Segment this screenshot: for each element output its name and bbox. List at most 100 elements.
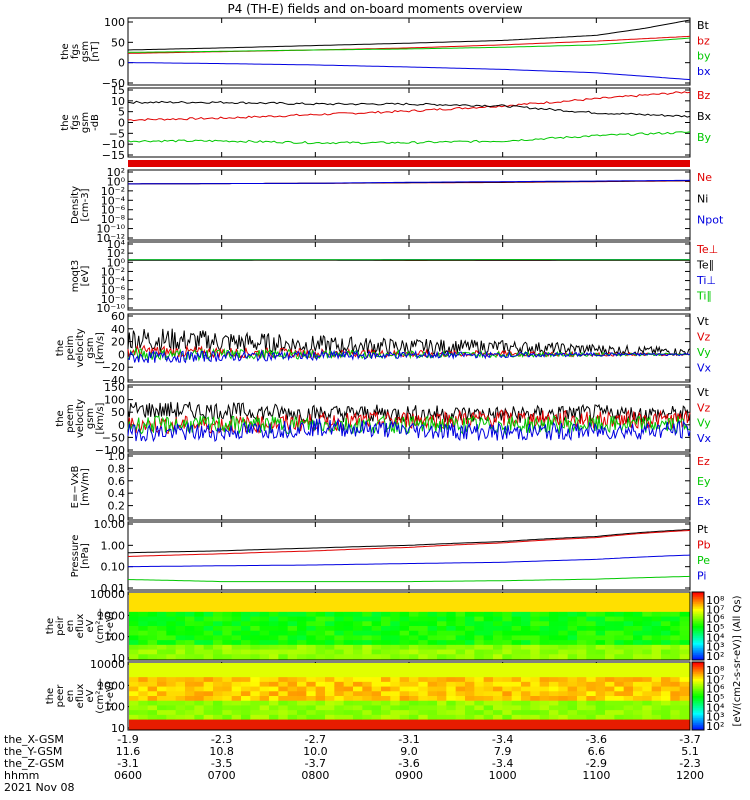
spectrogram-cell	[530, 710, 541, 716]
spectrogram-cell	[129, 654, 139, 660]
spectrogram-cell	[157, 677, 167, 683]
spectrogram-cell	[567, 677, 578, 683]
spectrogram-cell	[166, 626, 177, 632]
spectrogram-cell	[418, 644, 429, 651]
spectrogram-cell	[315, 724, 326, 730]
spectrogram-cell	[511, 602, 522, 608]
footer-value: -2.9	[586, 757, 607, 770]
colorbar-frame	[691, 661, 705, 731]
spectrogram-cell	[147, 719, 158, 725]
legend-Te⊥: Te⊥	[696, 243, 718, 256]
spectrogram-cell	[185, 691, 195, 697]
spectrogram-cell	[371, 597, 382, 603]
spectrogram-cell	[483, 714, 494, 721]
spectrogram-cell	[371, 714, 382, 721]
ytick-label: −50	[102, 431, 125, 444]
spectrogram-cell	[343, 691, 354, 697]
spectrogram-cell	[539, 597, 550, 603]
spectrogram-cell	[166, 611, 177, 618]
footer-value: 0600	[114, 769, 142, 782]
spectrogram-cell	[409, 640, 419, 646]
spectrogram-cell	[670, 654, 681, 660]
spectrogram-cell	[493, 640, 503, 646]
spectrogram-cell	[530, 714, 541, 721]
spectrogram-cell	[213, 644, 223, 651]
spectrogram-cell	[259, 681, 270, 688]
spectrogram-cell	[409, 681, 419, 688]
footer-value: 10.8	[209, 745, 234, 758]
spectrogram-cell	[521, 691, 531, 697]
colorbar-segment	[692, 702, 704, 705]
spectrogram-cell	[250, 667, 261, 673]
spectrogram-cell	[605, 616, 615, 622]
spectrogram-cell	[558, 597, 569, 603]
spectrogram-cell	[474, 611, 485, 618]
spectrogram-cell	[595, 686, 606, 692]
spectrogram-cell	[455, 705, 466, 711]
spectrogram-cell	[278, 663, 289, 669]
spectrogram-cell	[549, 691, 559, 697]
spectrogram-cell	[446, 621, 457, 627]
spectrogram-cell	[241, 626, 251, 632]
spectrogram-cell	[465, 691, 475, 697]
spectrogram-cell	[679, 611, 690, 618]
spectrogram-cell	[175, 686, 186, 692]
spectrogram-cell	[530, 630, 541, 636]
y-axis-label-line: moqt3	[70, 260, 81, 293]
spectrogram-cell	[269, 644, 279, 651]
spectrogram-cell	[605, 621, 615, 627]
spectrogram-cell	[241, 611, 251, 618]
spectrogram-cell	[446, 672, 457, 678]
spectrogram-cell	[483, 644, 494, 651]
spectrogram-cell	[530, 667, 541, 673]
spectrogram-cell	[194, 602, 205, 608]
spectrogram-cell	[418, 616, 429, 622]
spectrogram-cell	[175, 663, 186, 669]
spectrogram-cell	[203, 724, 214, 730]
panel-frame	[127, 591, 691, 661]
spectrogram-cell	[437, 621, 447, 627]
spectrogram-cell	[474, 681, 485, 688]
spectrogram-cell	[343, 686, 354, 692]
spectrogram-cell	[222, 705, 233, 711]
spectrogram-cell	[567, 635, 578, 641]
spectrogram-cell	[353, 597, 363, 603]
colorbar-segment	[692, 667, 704, 670]
spectrogram-cell	[306, 616, 317, 622]
spectrogram-cell	[353, 630, 363, 636]
spectrogram-cell	[670, 714, 681, 721]
spectrogram-cell	[213, 714, 223, 721]
series-Pe	[127, 554, 691, 568]
spectrogram-cell	[446, 626, 457, 632]
spectrogram-cell	[679, 597, 690, 603]
spectrogram-cell	[549, 724, 559, 730]
spectrogram-cell	[325, 714, 335, 721]
spectrogram-cell	[661, 644, 671, 651]
spectrogram-cell	[175, 644, 186, 651]
spectrogram-cell	[623, 649, 634, 655]
spectrogram-cell	[194, 597, 205, 603]
spectrogram-cell	[315, 626, 326, 632]
spectrogram-cell	[362, 691, 373, 697]
spectrogram-cell	[231, 663, 242, 669]
spectrogram-cell	[623, 719, 634, 725]
spectrogram-cell	[633, 700, 643, 706]
spectrogram-cell	[231, 597, 242, 603]
spectrogram-cell	[175, 710, 186, 716]
spectrogram-cell	[446, 724, 457, 730]
spectrogram-cell	[511, 593, 522, 599]
spectrogram-cell	[558, 635, 569, 641]
spectrogram-cell	[129, 593, 139, 599]
legend-Pe: Pe	[697, 554, 710, 567]
spectrogram-cell	[521, 626, 531, 632]
spectrogram-cell	[287, 611, 298, 618]
spectrogram-cell	[595, 667, 606, 673]
spectrogram-cell	[315, 630, 326, 636]
spectrogram-cell	[231, 681, 242, 688]
ytick-label: 50	[111, 406, 125, 419]
spectrogram-cell	[147, 607, 158, 613]
spectrogram-cell	[446, 719, 457, 725]
spectrogram-cell	[521, 630, 531, 636]
spectrogram-cell	[577, 719, 587, 725]
spectrogram-cell	[511, 700, 522, 706]
